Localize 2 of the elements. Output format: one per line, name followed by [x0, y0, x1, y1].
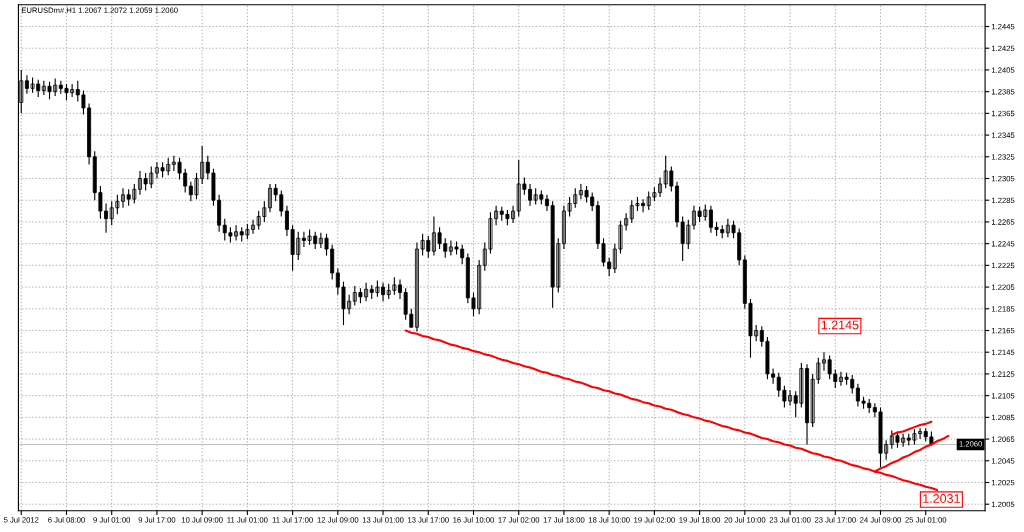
annotation: 1.2031 — [923, 494, 960, 503]
annotation: 1.2145 — [821, 320, 859, 330]
